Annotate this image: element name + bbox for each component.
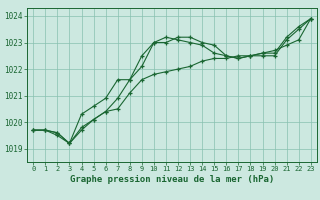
X-axis label: Graphe pression niveau de la mer (hPa): Graphe pression niveau de la mer (hPa) [70, 175, 274, 184]
